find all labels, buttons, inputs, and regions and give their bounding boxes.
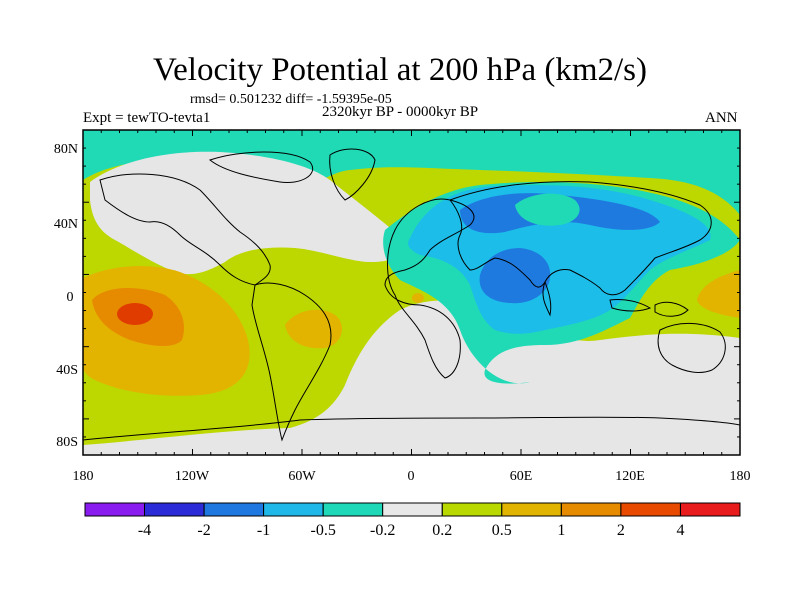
colorbar-swatch-8 [560,502,622,517]
lat-label-eq: 0 [67,290,74,305]
colorbar-swatch-7 [501,502,562,517]
field-red-spot [117,303,153,325]
colorbar-label-3: -0.5 [311,522,336,539]
colorbar-swatch-10 [680,502,741,517]
field-gray-south [83,300,740,455]
colorbar-label-0: -4 [138,522,151,539]
lon-label-0: 0 [408,469,415,484]
colorbar-label-8: 2 [617,522,625,539]
lon-labels: 180 120W 60W 0 60E 120E 180 [73,469,751,484]
colorbar-swatch-3 [263,502,324,517]
colorbar-label-2: -1 [257,522,270,539]
colorbar-labels: -4 -2 -1 -0.5 -0.2 0.2 0.5 1 2 4 [138,522,685,539]
lon-label-60e: 60E [510,469,533,484]
field-blue-core [479,248,551,304]
lat-label-40n: 40N [54,217,78,232]
lat-labels: 80N 40N 0 40S 80S [54,142,78,450]
coastlines [83,148,740,442]
field-yellow-east-edge [697,270,740,318]
colorbar-swatch-1 [144,502,205,517]
field-teal-blob [515,193,580,226]
lat-label-80s: 80S [56,435,78,450]
colorbar-swatch-2 [203,502,265,517]
lon-label-120e: 120E [615,469,645,484]
season-label: ANN [705,110,738,126]
lon-label-60w: 60W [288,469,316,484]
experiment-label: Expt = tewTO-tevta1 [83,110,211,126]
field-yellow-africa-spot [412,293,424,303]
colorbar-label-6: 0.5 [492,522,512,539]
colorbar [84,502,741,517]
lon-label-180w: 180 [73,469,94,484]
lat-label-80n: 80N [54,142,78,157]
colorbar-swatch-0 [84,502,145,517]
colorbar-swatch-6 [441,502,503,517]
colorbar-swatch-9 [620,502,681,517]
field-gray-north [90,151,398,275]
lon-label-120w: 120W [175,469,210,484]
axis-ticks [82,129,741,456]
colorbar-swatch-5 [382,502,443,517]
lon-label-180e: 180 [730,469,751,484]
field-teal-arctic [83,130,740,215]
colorbar-label-1: -2 [197,522,210,539]
colorbar-label-4: -0.2 [370,522,395,539]
map-title: Velocity Potential at 200 hPa (km2/s) [152,52,648,88]
colorbar-label-7: 1 [557,522,565,539]
colorbar-label-5: 0.2 [432,522,452,539]
colorbar-swatch-4 [322,502,384,517]
lat-label-40s: 40S [56,363,78,378]
rmsd-diff-stats: rmsd= 0.501232 diff= -1.59395e-05 [190,92,392,107]
period-label: 2320kyr BP - 0000kyr BP [322,104,479,120]
contour-field [83,130,740,455]
colorbar-label-9: 4 [677,522,685,539]
